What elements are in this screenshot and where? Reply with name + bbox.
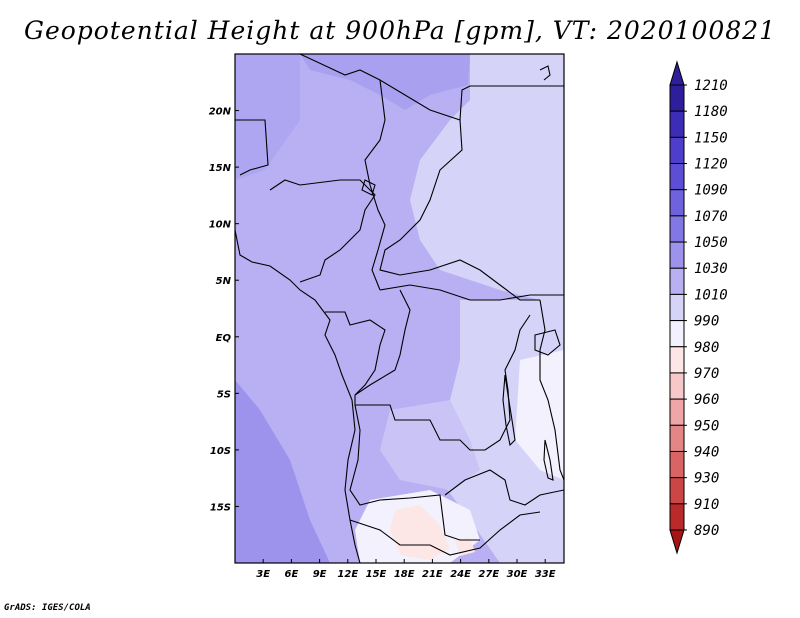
y-tick-label: 10N: [209, 220, 232, 231]
colorbar-label: 990: [694, 314, 719, 330]
field-region-north-high: [300, 54, 470, 110]
colorbar-swatch: [669, 424, 685, 452]
y-tick-label: 10S: [210, 446, 231, 457]
border-nigeria: [269, 179, 376, 283]
colorbar-swatch: [669, 84, 685, 112]
colorbar-label: 950: [694, 418, 719, 434]
colorbar-label: 1210: [694, 78, 728, 94]
field-region-south-low: [390, 505, 450, 560]
border-zambia: [444, 469, 564, 506]
colorbar-label: 940: [694, 444, 719, 460]
border-car: [379, 284, 564, 301]
y-tick-label: 5S: [217, 389, 231, 400]
x-tick-label: 27E: [478, 569, 499, 580]
colorbar-label: 1070: [694, 209, 728, 225]
x-tick-label: 6E: [285, 569, 299, 580]
colorbar-swatch: [669, 372, 685, 400]
border-angola: [349, 404, 480, 541]
border-drc: [354, 289, 531, 451]
colorbar-label: 1180: [694, 104, 728, 120]
lake-malawi: [543, 439, 554, 481]
colorbar-swatch: [669, 503, 685, 531]
field-region-west-ocean: [235, 54, 300, 180]
x-tick-label: 33E: [535, 569, 556, 580]
colorbar-label: 1030: [694, 261, 728, 277]
colorbar-swatch: [669, 398, 685, 426]
field-region-east-lakes: [515, 350, 564, 480]
border-south: [349, 511, 541, 556]
y-tick-label: 15N: [209, 163, 232, 174]
field-region-west-ocean-2: [235, 380, 330, 563]
chart-title: Geopotential Height at 900hPa [gpm], VT:…: [23, 16, 777, 45]
colorbar-swatch: [669, 241, 685, 269]
colorbar-label: 890: [694, 523, 719, 539]
plot-frame: [234, 53, 565, 564]
x-tick-label: 9E: [313, 569, 327, 580]
border-north-2: [235, 119, 269, 176]
colorbar-swatch: [669, 136, 685, 165]
colorbar-swatch: [669, 215, 685, 243]
border-congo: [325, 311, 386, 396]
colorbar-label: 960: [694, 392, 719, 408]
colorbar-swatch: [669, 189, 685, 217]
lake-chad: [361, 179, 376, 196]
colorbar-swatch: [669, 320, 685, 348]
colorbar-swatch: [669, 477, 685, 505]
colorbar-label: 1150: [694, 130, 728, 146]
colorbar-label: 1010: [694, 287, 728, 303]
colorbar-label: 1120: [694, 157, 728, 173]
field-region-south-low-2: [455, 538, 475, 556]
x-tick-label: 15E: [366, 569, 387, 580]
colorbar-swatch: [669, 267, 685, 295]
y-tick-label: EQ: [216, 333, 232, 344]
lake-tanganyika: [502, 374, 516, 447]
colorbar-label: 1090: [694, 183, 728, 199]
border-chad: [364, 79, 386, 291]
colorbar-arrow-top: [669, 60, 685, 86]
coast-red-sea: [539, 65, 551, 81]
colorbar-label: 980: [694, 340, 719, 356]
colorbar-swatch: [669, 110, 685, 138]
coastline-west: [235, 229, 361, 563]
y-tick-label: 5N: [216, 276, 232, 287]
x-tick-label: 30E: [507, 569, 528, 580]
colorbar-label: 930: [694, 471, 719, 487]
border-east: [539, 299, 564, 481]
border-sudan: [379, 119, 540, 301]
x-tick-label: 3E: [256, 569, 270, 580]
field-region-central: [380, 400, 480, 490]
x-tick-label: 24E: [450, 569, 471, 580]
colorbar-label: 910: [694, 497, 719, 513]
x-tick-label: 12E: [337, 569, 358, 580]
colorbar-label: 970: [694, 366, 719, 382]
y-tick-label: 20N: [209, 107, 232, 118]
colorbar-swatch: [669, 293, 685, 322]
x-tick-label: 18E: [394, 569, 415, 580]
colorbar-swatch: [669, 450, 685, 479]
colorbar-arrow-bottom: [669, 529, 685, 555]
field-region-east-africa: [410, 54, 564, 300]
y-tick-label: 15S: [210, 502, 231, 513]
grads-credit: GrADS: IGES/COLA: [4, 603, 91, 613]
colorbar-swatch: [669, 346, 685, 374]
x-tick-label: 21E: [422, 569, 443, 580]
lake-victoria: [534, 329, 561, 356]
colorbar-swatch: [669, 163, 685, 191]
border-north-1: [299, 54, 564, 121]
colorbar-label: 1050: [694, 235, 728, 251]
